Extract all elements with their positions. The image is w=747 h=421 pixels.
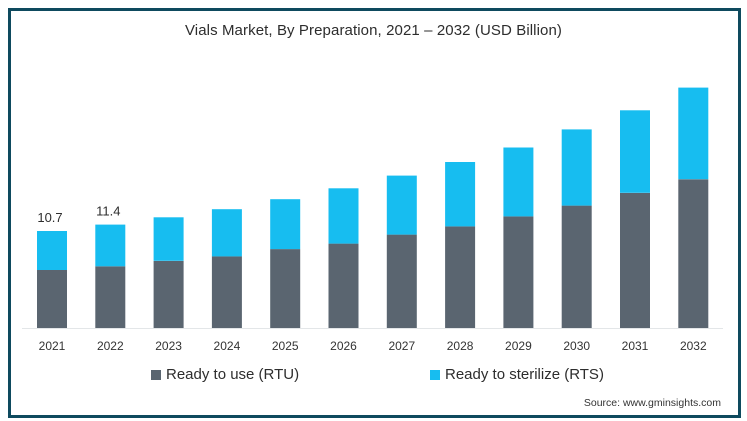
bar-rtu-2024 — [211, 256, 242, 328]
x-tick-label-2023: 2023 — [155, 339, 182, 353]
x-tick-label-2032: 2032 — [680, 339, 707, 353]
bar-rtu-2029 — [503, 216, 534, 328]
bar-rtu-2027 — [386, 234, 417, 328]
bar-rts-2021 — [37, 231, 67, 270]
legend-item-rts[interactable]: Ready to sterilize (RTS) — [430, 366, 604, 383]
bar-rts-2024 — [211, 209, 242, 257]
bar-rts-2023 — [153, 217, 184, 261]
legend-swatch-rtu — [151, 369, 161, 380]
bar-rts-2029 — [503, 147, 534, 217]
bar-rtu-2021 — [37, 270, 67, 328]
bar-rts-2030 — [561, 129, 592, 206]
x-tick-labels: 2021 2022 2023 2024 2025 2026 2027 2028 2029 2030… — [39, 339, 707, 353]
x-tick-label-2027: 2027 — [388, 339, 415, 353]
legend-item-rtu[interactable]: Ready to use (RTU) — [151, 366, 299, 383]
x-tick-label-2025: 2025 — [272, 339, 299, 353]
bar-rtu-2030 — [561, 205, 592, 328]
bar-rtu-2022 — [95, 266, 126, 328]
bar-rts-2022 — [95, 224, 126, 267]
legend: Ready to use (RTU) Ready to sterilize (R… — [0, 366, 747, 388]
bars-group — [37, 87, 709, 328]
x-tick-label-2030: 2030 — [563, 339, 590, 353]
x-tick-label-2024: 2024 — [214, 339, 241, 353]
bar-rts-2026 — [328, 188, 359, 244]
bar-rtu-2032 — [678, 179, 709, 328]
data-labels: 10.7 11.4 — [37, 204, 120, 225]
bar-rtu-2025 — [270, 249, 301, 328]
chart-title: Vials Market, By Preparation, 2021 – 203… — [184, 22, 563, 39]
bar-rtu-2031 — [620, 192, 650, 328]
bar-rtu-2026 — [328, 243, 359, 328]
chart-frame — [8, 8, 741, 418]
x-tick-label-2028: 2028 — [447, 339, 474, 353]
legend-label-rtu: Ready to use (RTU) — [166, 366, 300, 383]
bar-rtu-2023 — [153, 260, 184, 328]
bar-rts-2031 — [620, 110, 650, 193]
bar-rts-2028 — [445, 162, 476, 227]
legend-swatch-rts — [430, 369, 440, 380]
data-label-2022: 11.4 — [96, 204, 120, 219]
source-note: Source: www.gminsights.com — [583, 397, 721, 409]
bar-rts-2032 — [678, 87, 709, 180]
x-tick-label-2021: 2021 — [39, 339, 66, 353]
x-tick-label-2022: 2022 — [97, 339, 124, 353]
data-label-2021: 10.7 — [37, 210, 62, 225]
x-tick-label-2031: 2031 — [622, 339, 649, 353]
legend-label-rts: Ready to sterilize (RTS) — [445, 366, 604, 383]
bar-rts-2025 — [270, 199, 301, 250]
bar-rts-2027 — [386, 175, 417, 235]
bar-rtu-2028 — [445, 226, 476, 328]
x-tick-label-2029: 2029 — [505, 339, 532, 353]
x-tick-label-2026: 2026 — [330, 339, 357, 353]
